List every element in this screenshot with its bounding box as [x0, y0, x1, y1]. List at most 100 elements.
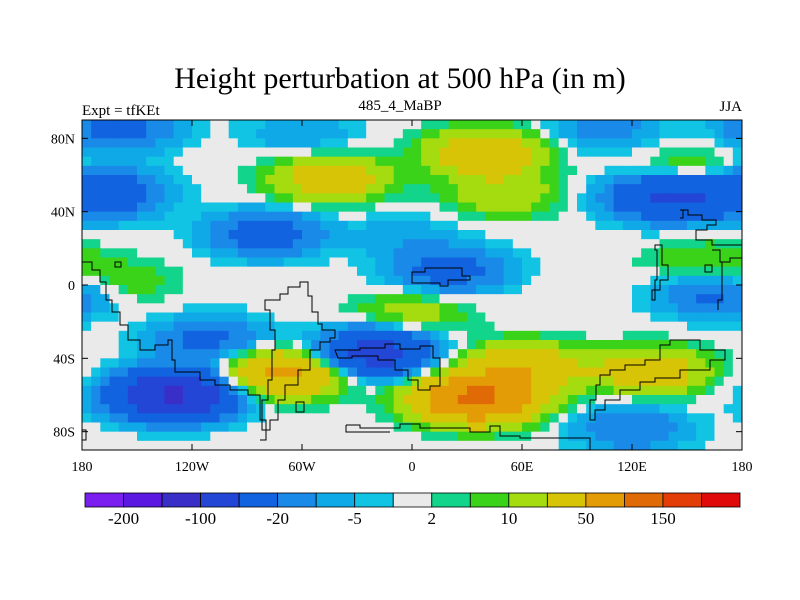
- field-cell: [714, 129, 725, 139]
- field-cell: [696, 358, 706, 369]
- field-cell: [311, 358, 321, 369]
- field-cell: [421, 395, 431, 405]
- field-cell: [549, 202, 560, 213]
- field-cell: [357, 120, 367, 130]
- field-cell: [641, 431, 651, 442]
- field-cell: [732, 404, 742, 414]
- field-cell: [274, 156, 285, 167]
- field-cell: [228, 358, 239, 369]
- field-cell: [91, 385, 101, 396]
- field-cell: [118, 165, 129, 176]
- field-cell: [604, 321, 615, 332]
- field-cell: [714, 349, 725, 359]
- field-cell: [366, 138, 376, 149]
- field-cell: [512, 376, 523, 387]
- field-cell: [632, 120, 642, 130]
- field-cell: [604, 404, 615, 414]
- field-cell: [650, 193, 661, 204]
- field-cell: [457, 230, 468, 240]
- field-cell: [256, 413, 266, 424]
- field-cell: [201, 266, 211, 277]
- colorbar-box: [585, 492, 625, 508]
- field-cell: [127, 440, 138, 450]
- field-cell: [347, 340, 358, 350]
- field-cell: [540, 285, 551, 295]
- field-cell: [274, 312, 285, 323]
- coastline-antarctica: [345, 423, 591, 450]
- field-cell: [687, 147, 697, 158]
- field-cell: [146, 385, 156, 396]
- field-cell: [485, 294, 496, 304]
- field-cell: [696, 202, 706, 213]
- field-cell: [567, 404, 578, 414]
- field-cell: [549, 285, 560, 295]
- field-cell: [320, 275, 331, 286]
- field-cell: [357, 358, 367, 369]
- field-cell: [485, 312, 496, 323]
- field-cell: [522, 175, 532, 185]
- field-cell: [320, 266, 331, 277]
- field-cell: [292, 422, 303, 433]
- field-cell: [91, 367, 101, 378]
- field-cell: [421, 321, 431, 332]
- field-cell: [137, 294, 147, 304]
- colorbar-box: [431, 492, 471, 508]
- field-cell: [100, 211, 111, 222]
- field-cell: [457, 404, 468, 414]
- field-cell: [91, 275, 101, 286]
- field-cell: [613, 404, 624, 414]
- field-cell: [613, 312, 624, 323]
- field-cell: [265, 175, 276, 185]
- field-cell: [347, 230, 358, 240]
- field-cell: [412, 404, 422, 414]
- field-cell: [228, 230, 239, 240]
- field-cell: [219, 385, 230, 396]
- field-cell: [347, 202, 358, 213]
- field-cell: [173, 440, 184, 450]
- field-cell: [687, 129, 697, 139]
- field-cell: [677, 431, 688, 442]
- field-cell: [265, 431, 276, 442]
- field-cell: [604, 266, 615, 277]
- field-cell: [577, 358, 587, 369]
- field-cell: [723, 395, 734, 405]
- field-cell: [696, 385, 706, 396]
- field-cell: [256, 175, 266, 185]
- field-cell: [485, 138, 496, 149]
- field-cell: [320, 303, 331, 314]
- field-cell: [320, 358, 331, 369]
- field-cell: [137, 422, 147, 433]
- field-cell: [265, 193, 276, 204]
- field-cell: [146, 440, 156, 450]
- y-tick-label: 40S: [53, 352, 75, 367]
- field-cell: [118, 239, 129, 249]
- field-cell: [467, 266, 477, 277]
- field-cell: [100, 321, 111, 332]
- field-cell: [567, 358, 578, 369]
- field-cell: [311, 294, 321, 304]
- field-cell: [522, 285, 532, 295]
- field-cell: [402, 422, 413, 433]
- field-cell: [641, 202, 651, 213]
- field-cell: [237, 184, 248, 194]
- field-cell: [677, 184, 688, 194]
- field-cell: [366, 385, 376, 396]
- field-cell: [714, 404, 725, 414]
- field-cell: [467, 440, 477, 450]
- field-cell: [732, 349, 742, 359]
- field-cell: [127, 230, 138, 240]
- field-cell: [632, 266, 642, 277]
- field-cell: [677, 294, 688, 304]
- field-cell: [430, 220, 441, 231]
- field-cell: [641, 440, 651, 450]
- field-cell: [127, 129, 138, 139]
- field-cell: [311, 120, 321, 130]
- field-cell: [237, 193, 248, 204]
- field-cell: [714, 165, 725, 176]
- field-cell: [732, 367, 742, 378]
- field-cell: [439, 129, 450, 139]
- field-cell: [274, 385, 285, 396]
- field-cell: [531, 184, 541, 194]
- field-cell: [237, 413, 248, 424]
- field-cell: [320, 431, 331, 442]
